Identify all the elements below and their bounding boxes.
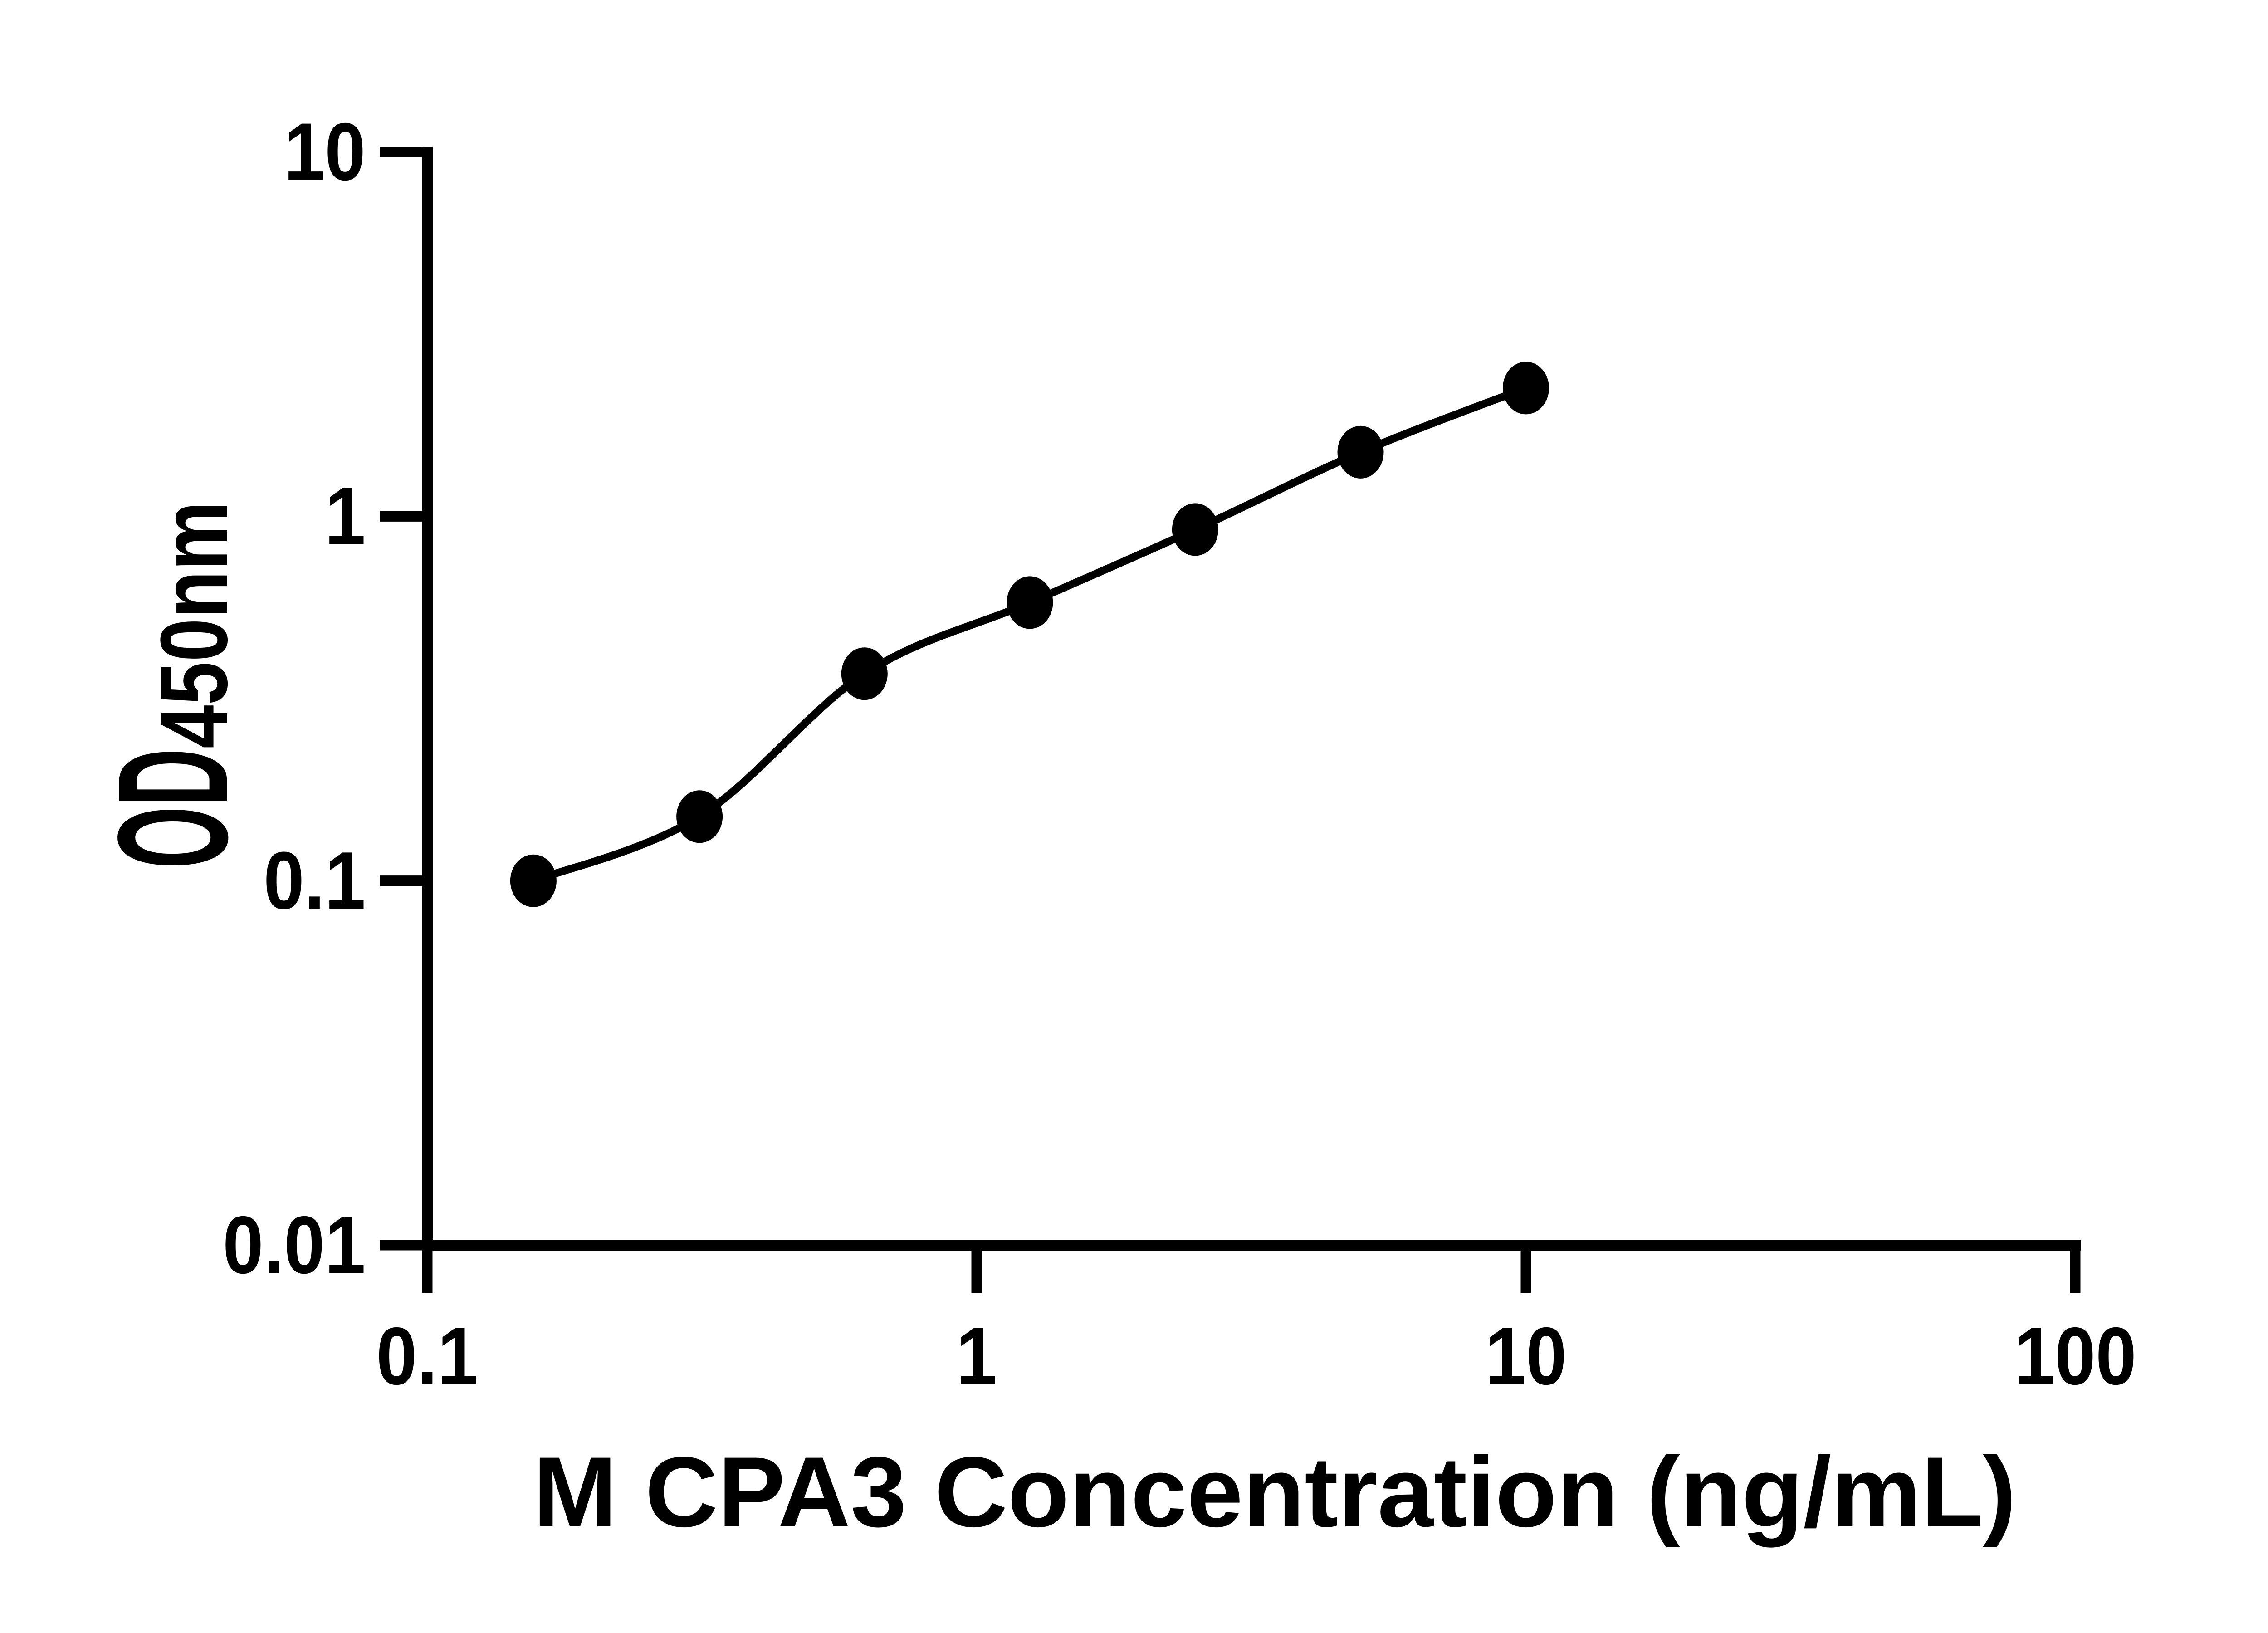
data-point — [676, 790, 723, 843]
y-tick-label: 0.1 — [264, 835, 366, 926]
y-axis-title-main: OD — [86, 748, 260, 869]
x-axis-title: M CPA3 Concentration (ng/mL) — [533, 1436, 2016, 1548]
data-point — [1172, 503, 1218, 556]
data-point — [1503, 362, 1549, 415]
y-axis-title-subscript: 450nm — [141, 501, 247, 748]
data-point — [1007, 576, 1053, 629]
y-tick-label: 1 — [325, 471, 366, 562]
y-tick-label: 10 — [284, 107, 366, 198]
x-tick-label: 100 — [2014, 1311, 2136, 1402]
x-tick-label: 10 — [1485, 1311, 1567, 1402]
data-point — [1337, 425, 1384, 479]
x-tick-label: 0.1 — [376, 1311, 479, 1402]
x-tick-label: 1 — [956, 1311, 997, 1402]
data-point — [841, 647, 888, 700]
y-tick-label: 0.01 — [223, 1200, 366, 1291]
data-point — [510, 854, 557, 907]
